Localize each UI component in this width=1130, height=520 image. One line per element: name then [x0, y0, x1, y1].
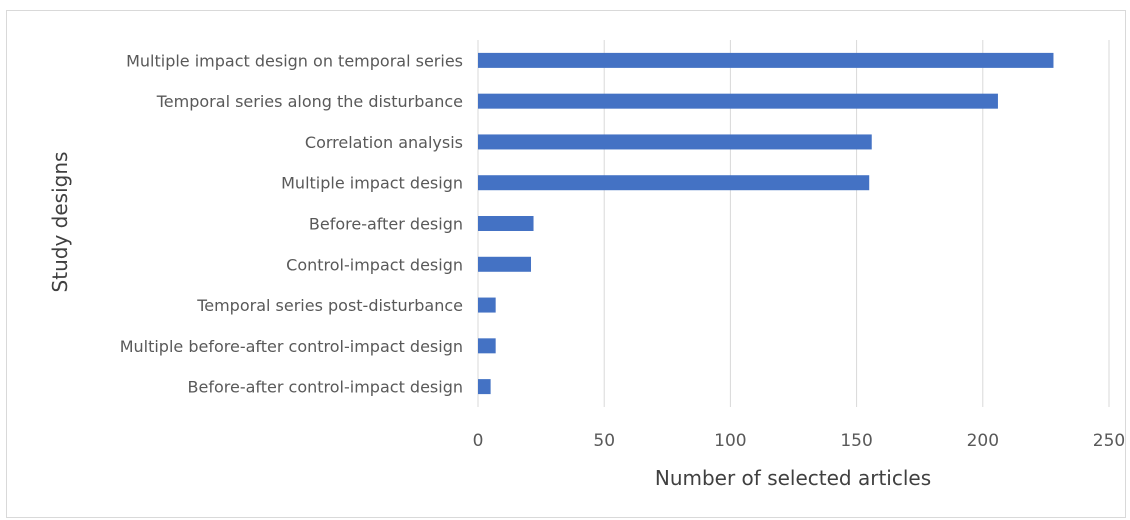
category-label: Correlation analysis	[305, 133, 463, 152]
bar	[478, 93, 998, 109]
category-label: Multiple impact design	[281, 174, 463, 193]
x-tick-label: 150	[840, 431, 872, 451]
category-label: Control-impact design	[286, 255, 463, 274]
category-label: Temporal series post-disturbance	[196, 296, 463, 315]
bar	[478, 52, 1054, 68]
y-axis-title: Study designs	[48, 152, 72, 293]
bar	[478, 379, 491, 395]
category-label: Before-after design	[309, 215, 463, 234]
category-label: Temporal series along the disturbance	[156, 92, 463, 111]
category-label: Before-after control-impact design	[188, 378, 463, 397]
category-label: Multiple impact design on temporal serie…	[126, 51, 463, 70]
x-tick-labels: 0 50 100 150 200 250	[473, 431, 1126, 451]
bar	[478, 297, 496, 313]
bar	[478, 256, 532, 272]
x-tick-label: 100	[714, 431, 746, 451]
bars	[478, 52, 1054, 395]
category-label: Multiple before-after control-impact des…	[120, 337, 463, 356]
bar	[478, 338, 496, 354]
x-tick-label: 50	[593, 431, 615, 451]
category-labels: Multiple impact design on temporal serie…	[120, 51, 463, 396]
bar	[478, 175, 870, 191]
bar	[478, 216, 534, 231]
bar	[478, 134, 872, 150]
x-tick-label: 200	[967, 431, 999, 451]
x-tick-label: 0	[473, 431, 484, 451]
x-axis-title: Number of selected articles	[655, 466, 931, 490]
x-tick-label: 250	[1093, 431, 1125, 451]
